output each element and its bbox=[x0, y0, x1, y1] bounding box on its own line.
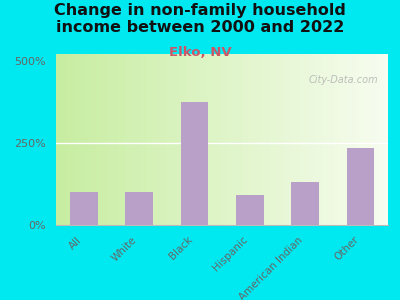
Bar bbox=[346, 148, 374, 225]
Text: Elko, NV: Elko, NV bbox=[169, 46, 231, 59]
Bar bbox=[291, 182, 319, 225]
Text: City-Data.com: City-Data.com bbox=[308, 74, 378, 85]
Bar bbox=[180, 102, 208, 225]
Bar bbox=[70, 192, 98, 225]
Bar bbox=[236, 195, 264, 225]
Text: Change in non-family household
income between 2000 and 2022: Change in non-family household income be… bbox=[54, 3, 346, 35]
Bar bbox=[125, 192, 153, 225]
